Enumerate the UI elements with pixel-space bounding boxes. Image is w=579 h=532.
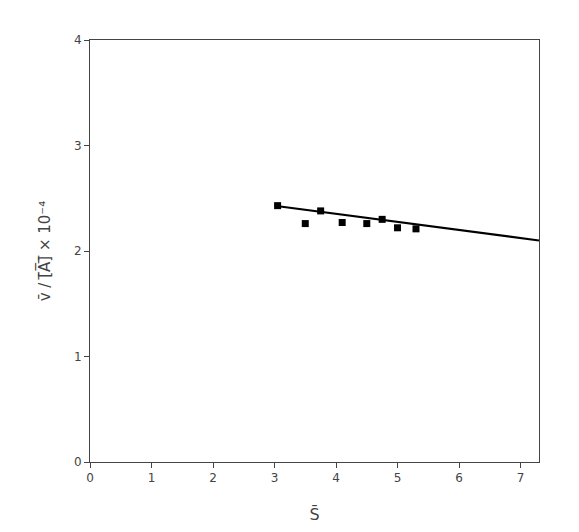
svg-text:2: 2 xyxy=(209,471,217,485)
svg-text:6: 6 xyxy=(455,471,463,485)
svg-text:4: 4 xyxy=(74,33,82,47)
svg-text:v̄ / [̅A̅]̅ × 10⁻⁴: v̄ / [̅A̅]̅ × 10⁻⁴ xyxy=(35,201,54,302)
svg-text:1: 1 xyxy=(74,350,82,364)
svg-text:4: 4 xyxy=(332,471,340,485)
svg-text:7: 7 xyxy=(517,471,525,485)
svg-text:0: 0 xyxy=(86,471,94,485)
svg-text:2: 2 xyxy=(74,244,82,258)
svg-text:S̄: S̄ xyxy=(309,505,319,524)
svg-text:3: 3 xyxy=(271,471,279,485)
svg-text:0: 0 xyxy=(74,455,82,469)
svg-text:5: 5 xyxy=(394,471,402,485)
svg-text:3: 3 xyxy=(74,139,82,153)
svg-text:1: 1 xyxy=(148,471,156,485)
